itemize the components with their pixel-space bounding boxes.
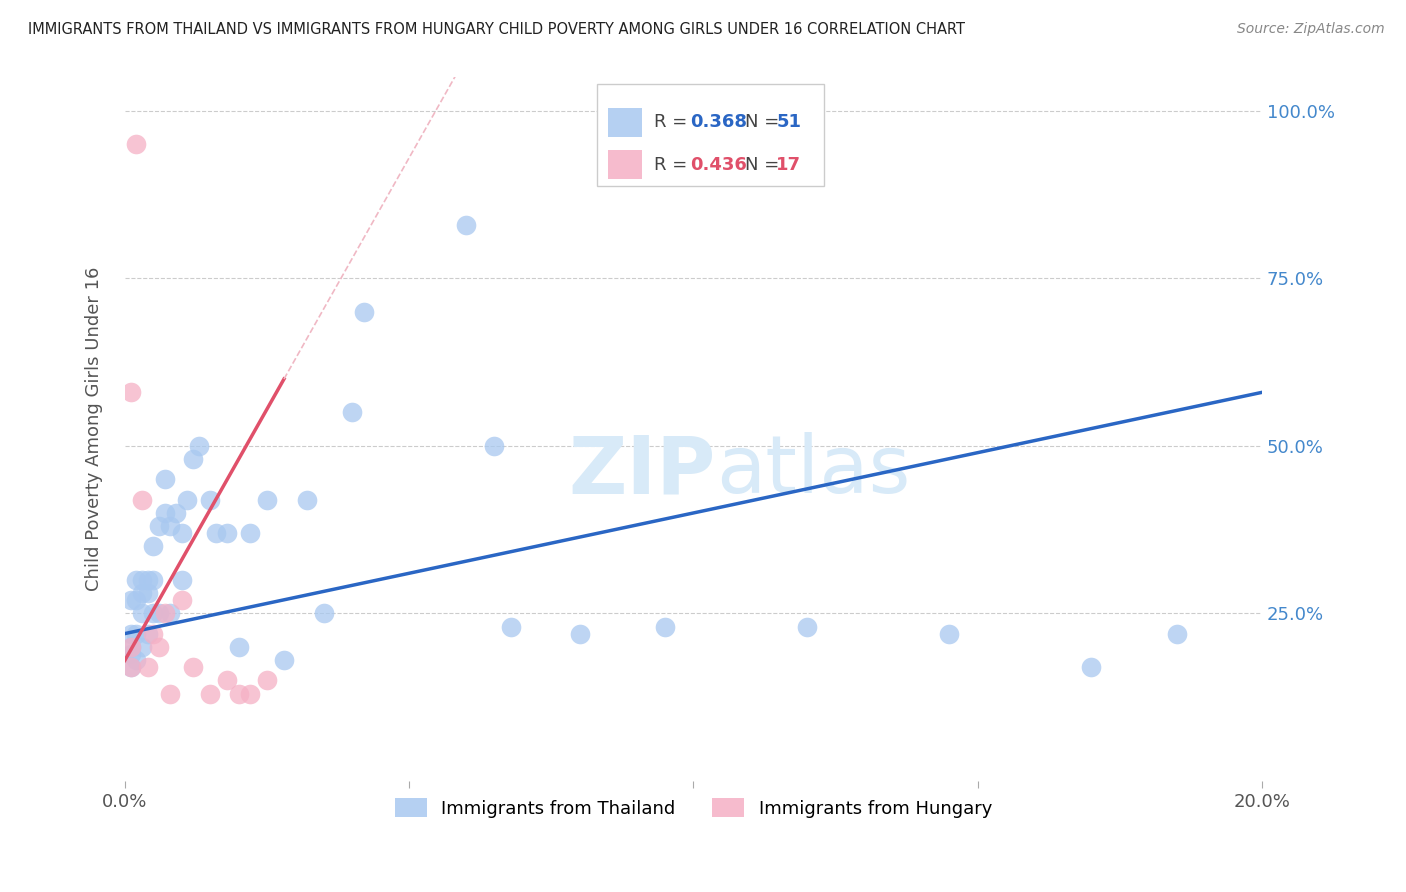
Point <box>239 526 262 541</box>
Point <box>131 607 153 621</box>
Point <box>120 626 142 640</box>
Legend: Immigrants from Thailand, Immigrants from Hungary: Immigrants from Thailand, Immigrants fro… <box>387 791 1000 825</box>
Text: ZIP: ZIP <box>569 433 716 510</box>
Text: R =: R = <box>654 113 693 131</box>
Point <box>353 305 375 319</box>
Point <box>217 673 239 688</box>
Point <box>125 626 148 640</box>
Point <box>170 573 193 587</box>
Point <box>454 218 477 232</box>
Point <box>228 640 250 654</box>
Point <box>256 673 278 688</box>
Point <box>228 687 250 701</box>
Point <box>120 640 142 654</box>
Text: IMMIGRANTS FROM THAILAND VS IMMIGRANTS FROM HUNGARY CHILD POVERTY AMONG GIRLS UN: IMMIGRANTS FROM THAILAND VS IMMIGRANTS F… <box>28 22 965 37</box>
Point <box>125 653 148 667</box>
Point <box>125 593 148 607</box>
Point <box>176 492 198 507</box>
Point <box>159 607 181 621</box>
Point <box>142 573 165 587</box>
Point <box>170 526 193 541</box>
Point <box>217 526 239 541</box>
Point <box>938 626 960 640</box>
Point <box>148 640 170 654</box>
Point <box>1080 660 1102 674</box>
Point <box>256 492 278 507</box>
Point <box>120 660 142 674</box>
Point <box>142 607 165 621</box>
Point <box>165 506 187 520</box>
FancyBboxPatch shape <box>596 85 824 186</box>
Point <box>120 593 142 607</box>
Point <box>342 405 364 419</box>
Point <box>153 607 176 621</box>
Point <box>125 573 148 587</box>
Point <box>136 660 159 674</box>
Point <box>312 607 335 621</box>
Point <box>131 640 153 654</box>
Point <box>159 687 181 701</box>
Point <box>501 620 523 634</box>
Text: N =: N = <box>745 156 785 174</box>
Point <box>568 626 591 640</box>
FancyBboxPatch shape <box>607 108 643 137</box>
Point <box>136 626 159 640</box>
Text: 17: 17 <box>776 156 801 174</box>
Point <box>131 573 153 587</box>
Point <box>142 626 165 640</box>
Point <box>796 620 818 634</box>
Point <box>125 137 148 152</box>
Point <box>148 607 170 621</box>
Text: 0.436: 0.436 <box>690 156 747 174</box>
Point <box>159 519 181 533</box>
Point <box>181 452 204 467</box>
Point <box>120 660 142 674</box>
Point <box>153 506 176 520</box>
Text: N =: N = <box>745 113 785 131</box>
Point <box>136 573 159 587</box>
Point <box>198 492 221 507</box>
Point <box>239 687 262 701</box>
Text: 51: 51 <box>776 113 801 131</box>
Point <box>273 653 295 667</box>
Text: R =: R = <box>654 156 693 174</box>
Point <box>142 540 165 554</box>
Point <box>187 439 209 453</box>
Point <box>484 439 506 453</box>
Point <box>170 593 193 607</box>
Point <box>295 492 318 507</box>
Point <box>120 385 142 400</box>
Point <box>198 687 221 701</box>
Point <box>148 519 170 533</box>
Text: Source: ZipAtlas.com: Source: ZipAtlas.com <box>1237 22 1385 37</box>
Point <box>120 640 142 654</box>
Text: 0.368: 0.368 <box>690 113 747 131</box>
Text: atlas: atlas <box>716 433 911 510</box>
Y-axis label: Child Poverty Among Girls Under 16: Child Poverty Among Girls Under 16 <box>86 267 103 591</box>
Point <box>136 586 159 600</box>
Point <box>131 492 153 507</box>
Point <box>153 473 176 487</box>
Point <box>120 647 142 661</box>
Point <box>204 526 226 541</box>
Point <box>1166 626 1188 640</box>
Point <box>654 620 676 634</box>
Point <box>131 586 153 600</box>
Point <box>181 660 204 674</box>
FancyBboxPatch shape <box>607 150 643 179</box>
